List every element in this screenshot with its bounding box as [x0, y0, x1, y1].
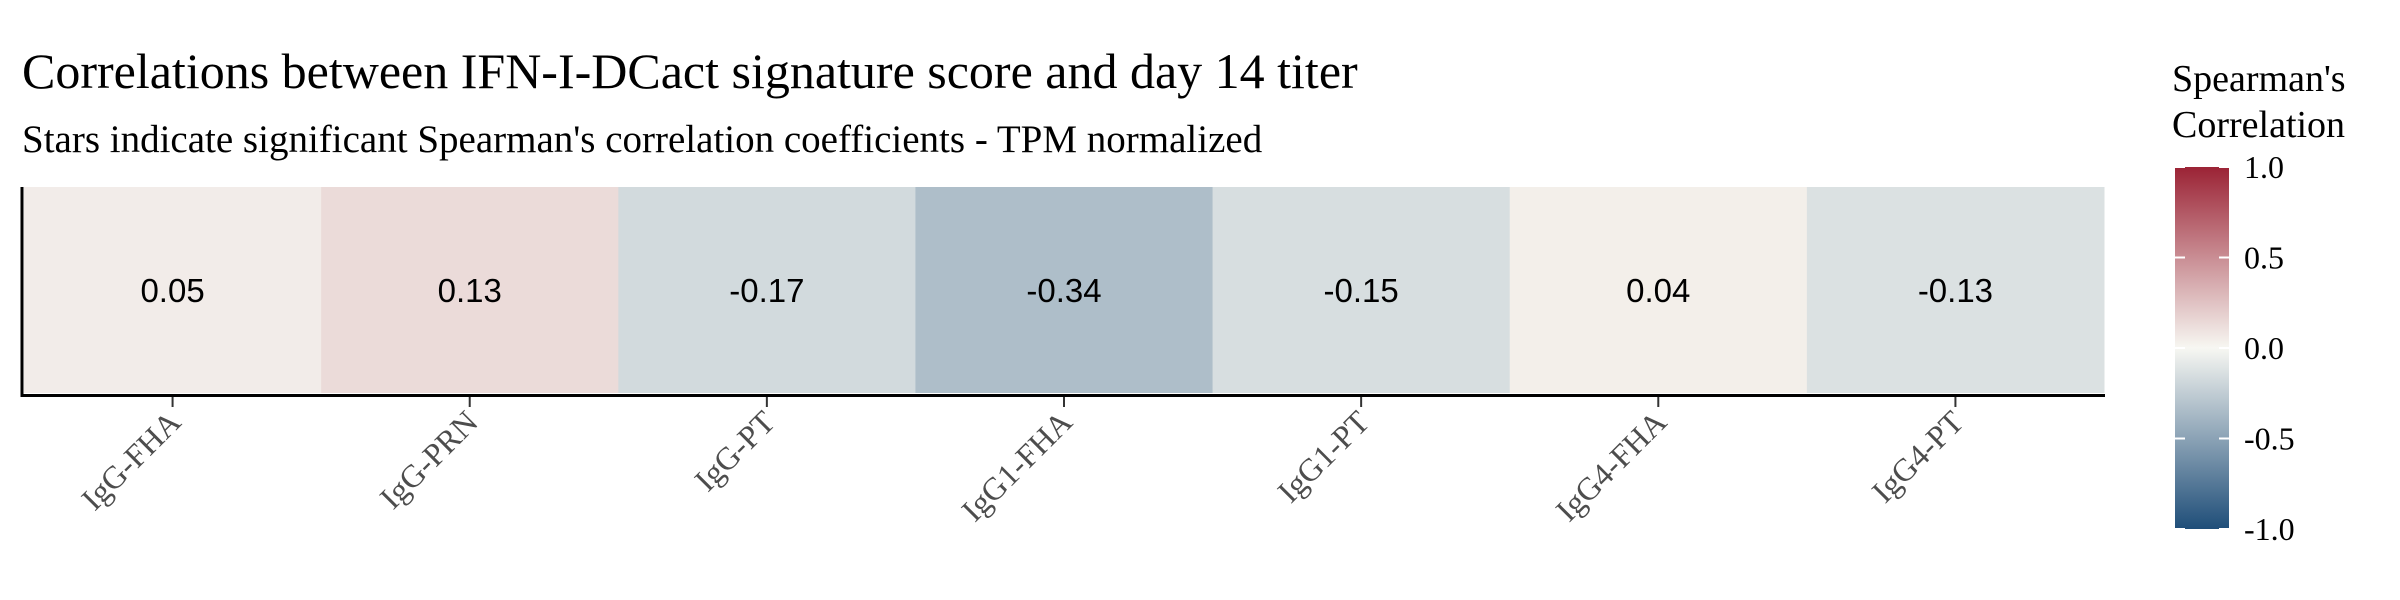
heatmap-cell-igg1-fha: [915, 187, 1214, 393]
x-tick-label: IgG-FHA: [74, 403, 187, 516]
x-axis-tick-labels: IgG-FHA IgG-PRN IgG-PT IgG1-FHA IgG1-PT IgG4-…: [74, 403, 1971, 528]
colorbar-legend: Spearman's Correlation 1.0 0.5 0.0 -0.5 -1.0: [2172, 58, 2346, 547]
x-tick-label: IgG4-PT: [1864, 403, 1970, 509]
legend-tick-label: 1.0: [2244, 149, 2284, 185]
chart-title: Correlations between IFN-I-DCact signatu…: [22, 43, 1358, 99]
legend-title-line-1: Spearman's: [2172, 58, 2346, 100]
legend-tick-label: -1.0: [2244, 511, 2295, 547]
heatmap-cell-igg1-pt: [1212, 187, 1511, 393]
cell-value-label: 0.05: [140, 272, 204, 309]
x-tick-label: IgG1-FHA: [954, 403, 1079, 528]
heatmap-cell-igg-pt: [618, 187, 916, 393]
heatmap-cell-labels: 0.05 0.13 -0.17 -0.34 -0.15 0.04 -0.13: [140, 272, 1993, 309]
cell-value-label: 0.04: [1626, 272, 1690, 309]
legend-tick-label: 0.0: [2244, 330, 2284, 366]
legend-tick-label: 0.5: [2244, 240, 2284, 276]
heatmap-cell-igg-prn: [321, 187, 619, 393]
cell-value-label: -0.15: [1324, 272, 1399, 309]
heatmap-cell-igg4-fha: [1509, 187, 1808, 393]
heatmap-cell-igg-fha: [24, 187, 322, 393]
cell-value-label: -0.13: [1918, 272, 1993, 309]
x-tick-label: IgG4-FHA: [1548, 403, 1673, 528]
heatmap-cells: [24, 187, 2105, 393]
legend-tick-label: -0.5: [2244, 421, 2295, 457]
legend-ticks: 1.0 0.5 0.0 -0.5 -1.0: [2175, 149, 2295, 547]
cell-value-label: 0.13: [438, 272, 502, 309]
x-tick-label: IgG-PT: [687, 403, 782, 498]
x-tick-label: IgG1-PT: [1270, 403, 1376, 509]
x-axis-ticks: [171, 397, 1957, 407]
heatmap-cell-igg4-pt: [1806, 187, 2105, 393]
cell-value-label: -0.34: [1026, 272, 1101, 309]
x-tick-label: IgG-PRN: [372, 403, 484, 515]
cell-value-label: -0.17: [729, 272, 804, 309]
chart-subtitle: Stars indicate significant Spearman's co…: [22, 118, 1263, 161]
legend-title-line-2: Correlation: [2172, 104, 2345, 146]
